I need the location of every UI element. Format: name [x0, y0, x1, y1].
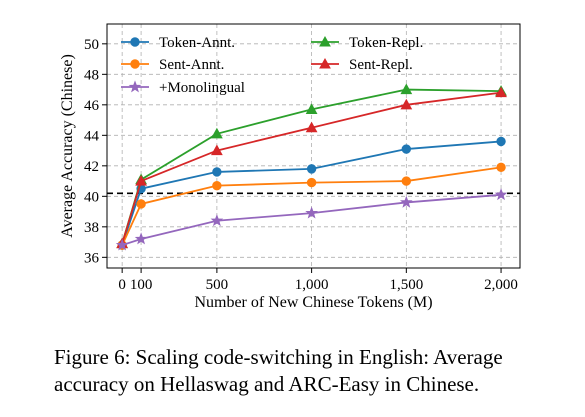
x-tick-label: 500	[206, 277, 229, 293]
legend: Token-Annt. Token-Repl. Sent-Annt. Sent-Rep…	[121, 35, 423, 96]
y-tick-label: 48	[84, 67, 99, 83]
legend-label: +Monolingual	[159, 80, 245, 96]
y-tick-label: 36	[84, 250, 100, 266]
series-sent-repl	[116, 86, 507, 249]
legend-marker	[130, 37, 140, 47]
series-line-token-annt	[121, 140, 502, 246]
y-tick-label: 44	[84, 128, 100, 144]
caption-line-1: Figure 6: Scaling code-switching in Engl…	[54, 345, 503, 369]
legend-marker	[319, 57, 331, 69]
legend-marker	[130, 59, 140, 69]
legend-label: Token-Annt.	[159, 35, 235, 51]
legend-item-sent-repl: Sent-Repl.	[311, 57, 413, 73]
series-line-sent-annt	[121, 166, 502, 246]
y-tick-label: 38	[84, 220, 99, 236]
data-point-sent-repl	[305, 121, 318, 133]
axis-ticks: 0 100 500 1,000 1,500 2,000 36 38 40 42 44 46 48 50	[84, 37, 518, 293]
data-point-token-annt	[306, 164, 317, 174]
data-point-monolingual	[115, 238, 129, 251]
plot-frame	[106, 23, 521, 269]
legend-label: Sent-Repl.	[349, 57, 413, 73]
data-point-token-annt	[401, 144, 412, 154]
data-point-monolingual	[210, 214, 224, 227]
x-axis-label: Number of New Chinese Tokens (M)	[194, 294, 432, 311]
data-point-sent-annt	[401, 176, 412, 186]
data-point-sent-repl	[135, 175, 147, 186]
y-axis-label: Average Accuracy (Chinese)	[59, 54, 76, 238]
x-tick-label: 2,000	[484, 277, 518, 293]
y-tick-label: 50	[84, 37, 99, 53]
data-point-sent-repl	[495, 86, 507, 98]
x-tick-label: 1,000	[295, 277, 329, 293]
y-tick-label: 46	[84, 98, 100, 114]
x-tick-label: 0	[118, 277, 126, 293]
x-tick-label: 100	[130, 277, 153, 293]
line-chart: 0 100 500 1,000 1,500 2,000 36 38 40 42 44 46 48 50 N…	[59, 23, 521, 311]
data-point-sent-annt	[496, 162, 506, 173]
legend-label: Token-Repl.	[349, 35, 423, 51]
legend-item-monolingual: +Monolingual	[121, 80, 245, 96]
y-tick-label: 42	[84, 159, 99, 175]
data-point-token-repl	[211, 127, 223, 139]
data-point-token-repl	[305, 103, 318, 114]
data-point-token-annt	[212, 167, 222, 177]
data-point-sent-repl	[400, 98, 413, 110]
series-group	[115, 83, 508, 251]
caption-line-2: accuracy on Hellaswag and ARC-Easy in Ch…	[54, 372, 480, 396]
figure-caption: Figure 6: Scaling code-switching in Engl…	[54, 344, 574, 398]
x-tick-label: 1,500	[389, 277, 423, 293]
data-point-sent-annt	[212, 180, 222, 191]
legend-item-token-annt: Token-Annt.	[121, 35, 235, 51]
legend-label: Sent-Annt.	[159, 57, 224, 73]
legend-item-token-repl: Token-Repl.	[311, 35, 423, 51]
data-point-sent-annt	[306, 177, 317, 188]
data-point-sent-annt	[136, 199, 146, 209]
legend-item-sent-annt: Sent-Annt.	[121, 57, 224, 73]
legend-marker	[128, 80, 142, 93]
data-point-monolingual	[134, 232, 148, 245]
data-point-monolingual	[400, 195, 413, 208]
y-tick-label: 40	[84, 189, 99, 205]
data-point-token-repl	[400, 83, 413, 95]
data-point-monolingual	[305, 206, 318, 219]
data-point-token-annt	[496, 136, 506, 147]
series-monolingual	[115, 188, 508, 251]
data-point-monolingual	[494, 188, 508, 201]
series-line-sent-repl	[121, 91, 502, 244]
legend-marker	[319, 35, 331, 47]
data-point-sent-repl	[211, 144, 223, 156]
series-sent-annt	[117, 162, 506, 250]
series-line-monolingual	[121, 193, 502, 246]
